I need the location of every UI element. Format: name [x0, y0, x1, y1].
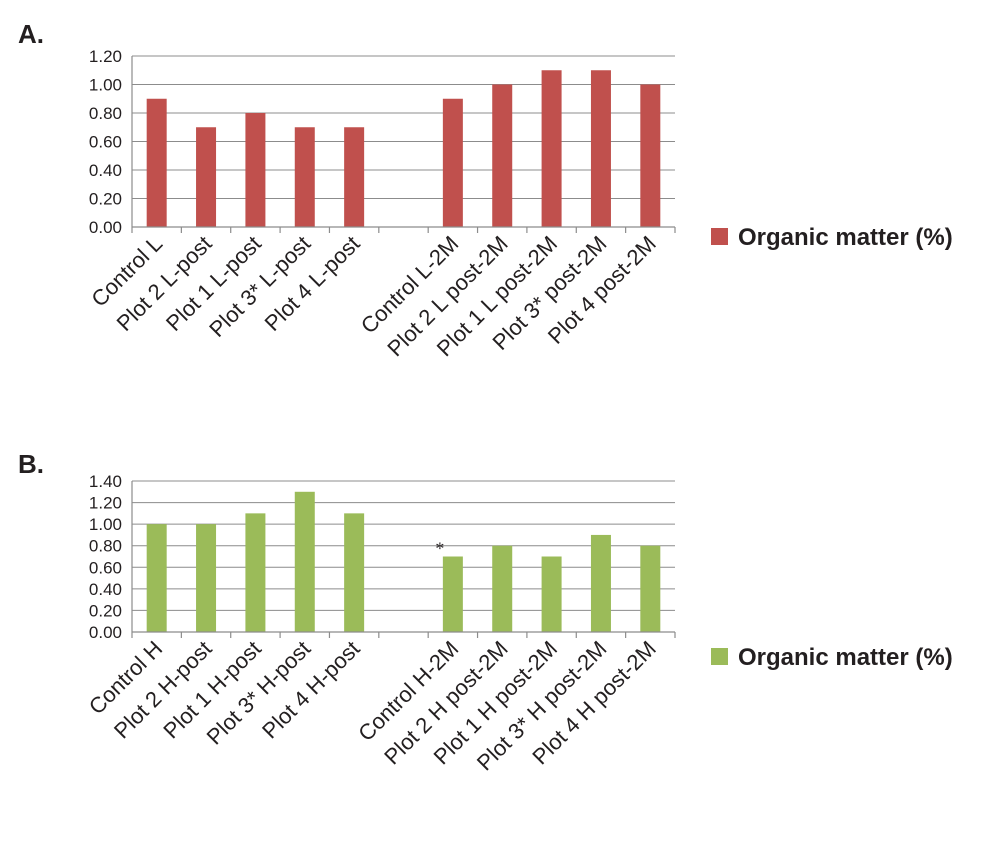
bar: [442, 556, 463, 632]
bar: [541, 70, 562, 227]
bar: [146, 524, 167, 632]
y-tick-label: 0.80: [89, 537, 122, 556]
panel-b-legend: Organic matter (%): [711, 644, 953, 671]
bar: [344, 127, 365, 227]
bar: [196, 524, 217, 632]
bar: [196, 127, 217, 227]
bar: [492, 545, 513, 632]
bar: [146, 98, 167, 227]
y-tick-label: 0.40: [89, 161, 122, 180]
bar: [245, 113, 266, 227]
y-tick-label: 0.60: [89, 133, 122, 152]
bar: [640, 84, 661, 227]
bar: [294, 127, 315, 227]
panel-a-chart: A. 0.00 0.20 0.40 0.60 0.80 1.00 1.20 Control …: [18, 19, 953, 361]
panel-a-y-tick-labels: 0.00 0.20 0.40 0.60 0.80 1.00 1.20: [89, 47, 122, 237]
panel-b-legend-swatch: [711, 648, 728, 665]
panel-b-annotations: *: [435, 539, 444, 559]
y-tick-label: 1.20: [89, 494, 122, 513]
y-tick-label: 0.00: [89, 218, 122, 237]
panel-b-chart: B. 0.00 0.20 0.40 0.60 0.80 1.00 1.20 1.40 Cont…: [18, 449, 953, 775]
y-tick-label: 0.80: [89, 104, 122, 123]
panel-a-gridlines: [132, 55, 675, 199]
y-tick-label: 1.00: [89, 515, 122, 534]
y-tick-label: 1.00: [89, 76, 122, 95]
panel-a-legend-swatch: [711, 228, 728, 245]
panel-b-axes: [131, 481, 676, 638]
bar: [590, 534, 611, 632]
bar: [541, 556, 562, 632]
panel-a-label: A.: [18, 19, 44, 49]
bar: [590, 70, 611, 227]
y-tick-label: 0.00: [89, 623, 122, 642]
panel-a-legend-label: Organic matter (%): [738, 224, 953, 251]
annotation-asterisk: *: [435, 539, 444, 559]
y-tick-label: 0.60: [89, 558, 122, 577]
panel-b-label: B.: [18, 449, 44, 479]
panel-b-y-tick-labels: 0.00 0.20 0.40 0.60 0.80 1.00 1.20 1.40: [89, 472, 122, 642]
bar: [442, 98, 463, 227]
panel-b-bars: [146, 491, 661, 632]
y-tick-label: 0.40: [89, 580, 122, 599]
y-tick-label: 1.20: [89, 47, 122, 66]
bar: [245, 513, 266, 632]
panel-a-axes: [131, 56, 676, 233]
y-tick-label: 0.20: [89, 190, 122, 209]
panel-a-bars: [146, 70, 661, 227]
y-tick-label: 1.40: [89, 472, 122, 491]
panel-a-legend: Organic matter (%): [711, 224, 953, 251]
bar: [640, 545, 661, 632]
bar: [492, 84, 513, 227]
panel-b-legend-label: Organic matter (%): [738, 644, 953, 671]
panel-b-gridlines: [132, 480, 675, 611]
bar: [344, 513, 365, 632]
bar: [294, 491, 315, 632]
y-tick-label: 0.20: [89, 601, 122, 620]
